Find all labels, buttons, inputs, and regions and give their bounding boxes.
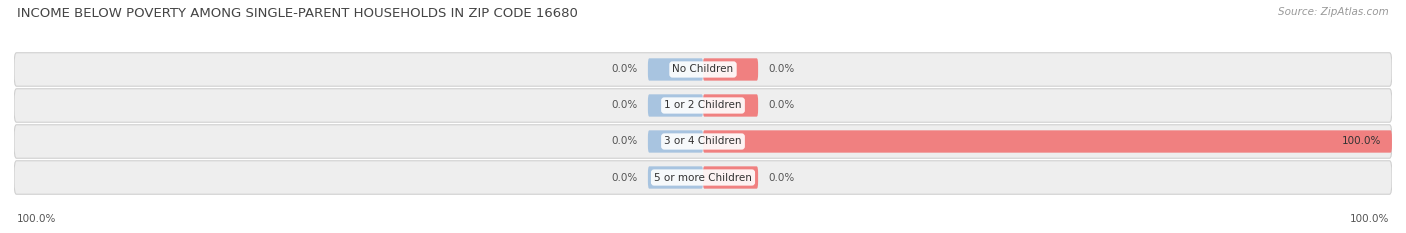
FancyBboxPatch shape bbox=[648, 130, 703, 153]
FancyBboxPatch shape bbox=[703, 130, 1392, 153]
FancyBboxPatch shape bbox=[703, 94, 758, 117]
Text: 100.0%: 100.0% bbox=[1343, 137, 1382, 147]
FancyBboxPatch shape bbox=[14, 161, 1392, 194]
Text: INCOME BELOW POVERTY AMONG SINGLE-PARENT HOUSEHOLDS IN ZIP CODE 16680: INCOME BELOW POVERTY AMONG SINGLE-PARENT… bbox=[17, 7, 578, 20]
Text: 0.0%: 0.0% bbox=[612, 137, 637, 147]
Text: 3 or 4 Children: 3 or 4 Children bbox=[664, 137, 742, 147]
FancyBboxPatch shape bbox=[14, 125, 1392, 158]
Text: Source: ZipAtlas.com: Source: ZipAtlas.com bbox=[1278, 7, 1389, 17]
Text: 0.0%: 0.0% bbox=[612, 65, 637, 75]
FancyBboxPatch shape bbox=[703, 166, 758, 189]
FancyBboxPatch shape bbox=[14, 53, 1392, 86]
FancyBboxPatch shape bbox=[14, 89, 1392, 122]
FancyBboxPatch shape bbox=[648, 58, 703, 81]
Text: 0.0%: 0.0% bbox=[612, 100, 637, 110]
Text: 5 or more Children: 5 or more Children bbox=[654, 172, 752, 182]
Text: 0.0%: 0.0% bbox=[769, 100, 794, 110]
FancyBboxPatch shape bbox=[648, 166, 703, 189]
Text: 100.0%: 100.0% bbox=[17, 214, 56, 224]
Text: 0.0%: 0.0% bbox=[612, 172, 637, 182]
FancyBboxPatch shape bbox=[648, 94, 703, 117]
Text: No Children: No Children bbox=[672, 65, 734, 75]
Text: 0.0%: 0.0% bbox=[769, 172, 794, 182]
Text: 1 or 2 Children: 1 or 2 Children bbox=[664, 100, 742, 110]
Text: 100.0%: 100.0% bbox=[1350, 214, 1389, 224]
Text: 0.0%: 0.0% bbox=[769, 65, 794, 75]
FancyBboxPatch shape bbox=[703, 58, 758, 81]
